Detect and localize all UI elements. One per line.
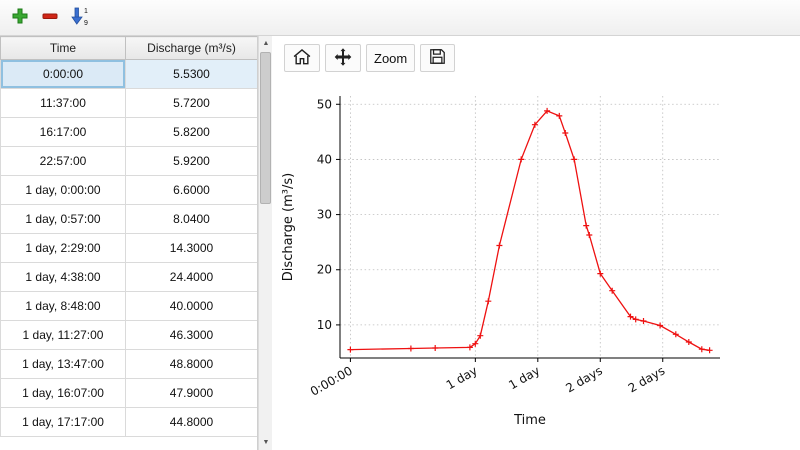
scrollbar-up-icon[interactable]: ▲ bbox=[259, 36, 273, 51]
time-cell[interactable]: 1 day, 0:57:00 bbox=[0, 204, 126, 234]
table-row[interactable]: 11:37:00 5.7200 bbox=[0, 88, 257, 118]
time-cell[interactable]: 1 day, 16:07:00 bbox=[0, 378, 126, 408]
column-header-discharge[interactable]: Discharge (m³/s) bbox=[125, 36, 257, 60]
discharge-cell[interactable]: 8.0400 bbox=[125, 204, 257, 234]
svg-text:30: 30 bbox=[317, 208, 332, 222]
pan-arrows-icon bbox=[333, 47, 353, 70]
time-cell[interactable]: 1 day, 13:47:00 bbox=[0, 349, 126, 379]
svg-text:Discharge (m³/s): Discharge (m³/s) bbox=[281, 173, 296, 281]
time-cell[interactable]: 11:37:00 bbox=[0, 88, 126, 118]
table-row[interactable]: 1 day, 8:48:00 40.0000 bbox=[0, 291, 257, 321]
plus-icon bbox=[11, 7, 29, 28]
time-cell[interactable]: 0:00:00 bbox=[0, 59, 126, 89]
svg-text:2 days: 2 days bbox=[626, 363, 667, 395]
time-cell[interactable]: 1 day, 2:29:00 bbox=[0, 233, 126, 263]
svg-text:2 days: 2 days bbox=[563, 363, 604, 395]
table-row[interactable]: 1 day, 17:17:00 44.8000 bbox=[0, 407, 257, 437]
svg-text:20: 20 bbox=[317, 263, 332, 277]
svg-text:10: 10 bbox=[317, 318, 332, 332]
time-cell[interactable]: 1 day, 17:17:00 bbox=[0, 407, 126, 437]
time-cell[interactable]: 22:57:00 bbox=[0, 146, 126, 176]
remove-row-button[interactable] bbox=[36, 4, 64, 32]
minus-icon bbox=[41, 7, 59, 28]
time-cell[interactable]: 1 day, 8:48:00 bbox=[0, 291, 126, 321]
save-icon bbox=[428, 47, 447, 69]
discharge-cell[interactable]: 46.3000 bbox=[125, 320, 257, 350]
discharge-cell[interactable]: 6.6000 bbox=[125, 175, 257, 205]
table-row[interactable]: 0:00:00 5.5300 bbox=[0, 59, 257, 89]
table-row[interactable]: 22:57:00 5.9200 bbox=[0, 146, 257, 176]
discharge-cell[interactable]: 48.8000 bbox=[125, 349, 257, 379]
svg-text:40: 40 bbox=[317, 152, 332, 166]
table-row[interactable]: 16:17:00 5.8200 bbox=[0, 117, 257, 147]
svg-text:9: 9 bbox=[84, 20, 88, 26]
discharge-hydrograph-chart[interactable]: 10 20 30 40 50 0:00:00 1 day 1 day 2 days 2 days T… bbox=[272, 76, 800, 450]
svg-text:1 day: 1 day bbox=[506, 363, 542, 392]
zoom-button[interactable]: Zoom bbox=[366, 44, 416, 72]
table-header-row: Time Discharge (m³/s) bbox=[0, 36, 257, 60]
time-series-panel: Time Discharge (m³/s) 0:00:00 5.5300 11:37… bbox=[0, 36, 258, 450]
add-row-button[interactable] bbox=[6, 4, 34, 32]
home-button[interactable] bbox=[284, 44, 320, 72]
svg-text:50: 50 bbox=[317, 97, 332, 111]
table-row[interactable]: 1 day, 16:07:00 47.9000 bbox=[0, 378, 257, 408]
sort-ascending-button[interactable]: 1 9 bbox=[66, 4, 94, 32]
discharge-cell[interactable]: 24.4000 bbox=[125, 262, 257, 292]
column-header-time[interactable]: Time bbox=[0, 36, 126, 60]
discharge-cell[interactable]: 44.8000 bbox=[125, 407, 257, 437]
sort-ascending-1-9-icon: 1 9 bbox=[70, 6, 90, 29]
home-icon bbox=[292, 47, 312, 70]
discharge-cell[interactable]: 47.9000 bbox=[125, 378, 257, 408]
table-row[interactable]: 1 day, 0:00:00 6.6000 bbox=[0, 175, 257, 205]
table-row[interactable]: 1 day, 0:57:00 8.0400 bbox=[0, 204, 257, 234]
table-row[interactable]: 1 day, 13:47:00 48.8000 bbox=[0, 349, 257, 379]
time-cell[interactable]: 1 day, 0:00:00 bbox=[0, 175, 126, 205]
svg-text:Time: Time bbox=[513, 413, 546, 428]
svg-text:1: 1 bbox=[84, 8, 88, 15]
table-row[interactable]: 1 day, 4:38:00 24.4000 bbox=[0, 262, 257, 292]
discharge-cell[interactable]: 5.9200 bbox=[125, 146, 257, 176]
time-cell[interactable]: 1 day, 11:27:00 bbox=[0, 320, 126, 350]
main-toolbar: 1 9 bbox=[0, 0, 800, 36]
discharge-cell[interactable]: 14.3000 bbox=[125, 233, 257, 263]
table-row[interactable]: 1 day, 11:27:00 46.3000 bbox=[0, 320, 257, 350]
discharge-cell[interactable]: 5.5300 bbox=[125, 59, 257, 89]
discharge-cell[interactable]: 5.7200 bbox=[125, 88, 257, 118]
time-series-table: Time Discharge (m³/s) 0:00:00 5.5300 11:37… bbox=[0, 36, 257, 437]
chart-panel: Zoom 10 20 30 40 50 0:00:00 1 day 1 day 2 days 2 … bbox=[272, 36, 800, 450]
svg-text:1 day: 1 day bbox=[444, 363, 480, 392]
time-cell[interactable]: 1 day, 4:38:00 bbox=[0, 262, 126, 292]
zoom-button-label: Zoom bbox=[374, 50, 408, 66]
svg-text:0:00:00: 0:00:00 bbox=[308, 363, 355, 398]
pan-button[interactable] bbox=[325, 44, 361, 72]
time-cell[interactable]: 16:17:00 bbox=[0, 117, 126, 147]
scrollbar-thumb[interactable] bbox=[260, 52, 271, 204]
table-scrollbar[interactable]: ▲ ▼ bbox=[258, 36, 273, 450]
discharge-cell[interactable]: 5.8200 bbox=[125, 117, 257, 147]
table-row[interactable]: 1 day, 2:29:00 14.3000 bbox=[0, 233, 257, 263]
save-button[interactable] bbox=[420, 44, 456, 72]
scrollbar-down-icon[interactable]: ▼ bbox=[259, 435, 273, 450]
discharge-cell[interactable]: 40.0000 bbox=[125, 291, 257, 321]
chart-toolbar: Zoom bbox=[284, 43, 460, 73]
